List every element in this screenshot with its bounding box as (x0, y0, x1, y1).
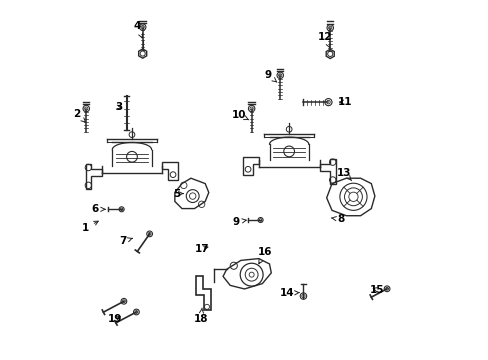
Text: 9: 9 (264, 70, 276, 82)
Text: 11: 11 (337, 97, 352, 107)
Text: 18: 18 (193, 308, 208, 324)
Text: 4: 4 (133, 21, 142, 38)
Text: 19: 19 (108, 314, 122, 324)
Text: 9: 9 (232, 217, 246, 227)
Text: 12: 12 (317, 32, 332, 48)
Text: 16: 16 (258, 247, 272, 264)
Text: 3: 3 (115, 103, 122, 112)
Text: 7: 7 (119, 237, 132, 247)
Text: 14: 14 (279, 288, 299, 298)
Text: 6: 6 (91, 204, 105, 214)
Text: 17: 17 (194, 244, 208, 253)
Text: 10: 10 (231, 110, 248, 120)
Text: 2: 2 (73, 109, 85, 122)
Text: 13: 13 (337, 168, 351, 181)
Text: 15: 15 (369, 285, 384, 295)
Text: 5: 5 (173, 189, 183, 199)
Text: 1: 1 (82, 221, 98, 233)
Text: 8: 8 (331, 214, 344, 224)
